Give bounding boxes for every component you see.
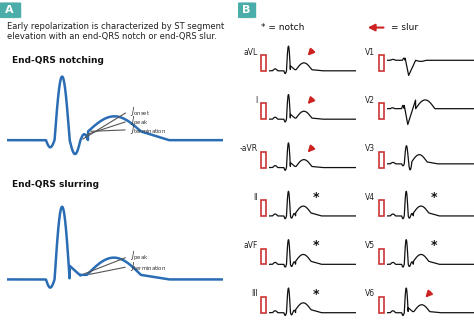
Text: $J_\mathrm{peak}$: $J_\mathrm{peak}$ [130, 114, 149, 128]
Text: V6: V6 [365, 289, 375, 298]
Text: $J_\mathrm{termination}$: $J_\mathrm{termination}$ [130, 123, 166, 136]
Text: $J_\mathrm{peak}$: $J_\mathrm{peak}$ [130, 250, 149, 263]
Bar [379, 200, 384, 216]
Text: *: * [313, 191, 319, 204]
Text: -aVR: -aVR [239, 144, 257, 153]
Text: *: * [313, 288, 319, 301]
Text: = slur: = slur [391, 23, 418, 32]
Text: Early repolarization is characterized by ST segment
elevation with an end-QRS no: Early repolarization is characterized by… [7, 22, 224, 41]
Bar [379, 152, 384, 168]
Text: V2: V2 [365, 96, 375, 105]
Text: Schematic figure of early repolarization: Schematic figure of early repolarization [28, 5, 235, 15]
Text: B: B [242, 5, 250, 15]
Text: aVF: aVF [243, 241, 257, 250]
Text: End-QRS slurring: End-QRS slurring [11, 180, 99, 189]
Text: Early repolarization found in an adult male: Early repolarization found in an adult m… [260, 5, 474, 15]
Text: I: I [255, 96, 257, 105]
Bar [379, 55, 384, 71]
Bar [261, 152, 266, 168]
FancyBboxPatch shape [0, 2, 22, 18]
Text: V1: V1 [365, 48, 375, 56]
Bar [261, 297, 266, 313]
Bar [379, 297, 384, 313]
Text: V4: V4 [365, 193, 375, 202]
Bar [379, 103, 384, 119]
Bar [261, 55, 266, 71]
Bar [261, 249, 266, 264]
Text: $J_\mathrm{onset}$: $J_\mathrm{onset}$ [130, 105, 150, 118]
Text: *: * [430, 191, 437, 204]
Text: V5: V5 [365, 241, 375, 250]
Text: $J_\mathrm{termination}$: $J_\mathrm{termination}$ [130, 260, 166, 273]
Text: *: * [430, 239, 437, 253]
Bar [261, 200, 266, 216]
Text: A: A [5, 5, 14, 15]
Text: V3: V3 [365, 144, 375, 153]
Text: III: III [251, 289, 257, 298]
Text: aVL: aVL [243, 48, 257, 56]
Bar [379, 249, 384, 264]
Text: II: II [253, 193, 257, 202]
Text: *: * [313, 239, 319, 253]
Text: End-QRS notching: End-QRS notching [11, 56, 103, 65]
FancyBboxPatch shape [237, 2, 256, 18]
Text: * = notch: * = notch [261, 23, 304, 32]
Bar [261, 103, 266, 119]
